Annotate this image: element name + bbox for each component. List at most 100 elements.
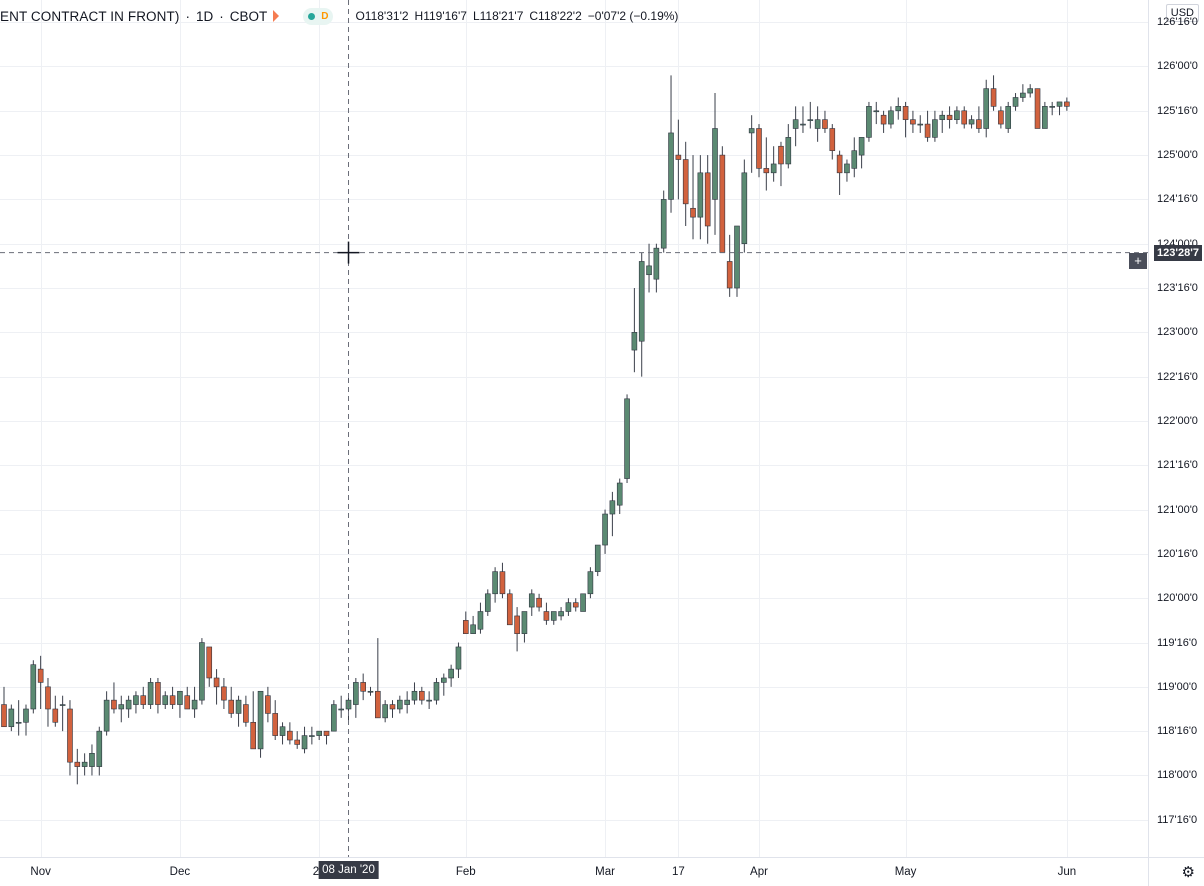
candle-body bbox=[338, 708, 344, 711]
candle-body bbox=[734, 225, 740, 289]
candle-body bbox=[177, 690, 183, 705]
candle-body bbox=[594, 544, 601, 572]
price-tick-label: 123'00'0 bbox=[1157, 326, 1198, 339]
currency-badge[interactable]: USD bbox=[1165, 4, 1199, 22]
candle-body bbox=[976, 119, 982, 129]
price-tick-label: 119'16'0 bbox=[1157, 636, 1198, 649]
candle-body bbox=[565, 602, 572, 612]
candle-body bbox=[990, 88, 997, 107]
candle-body bbox=[550, 611, 557, 621]
price-tick-label: 123'16'0 bbox=[1157, 282, 1198, 295]
low-value: L118'21'7 bbox=[472, 9, 524, 23]
symbol-name[interactable]: ENT CONTRACT IN FRONT) bbox=[0, 8, 180, 24]
candle-body bbox=[1020, 92, 1026, 98]
price-tick-label: 117'16'0 bbox=[1157, 813, 1198, 826]
candle-body bbox=[426, 699, 432, 702]
price-tick-label: 119'00'0 bbox=[1157, 680, 1198, 693]
candle-body bbox=[316, 730, 322, 736]
candle-body bbox=[895, 106, 902, 112]
symbol-legend: ENT CONTRACT IN FRONT) · 1D · CBOT D O11… bbox=[0, 5, 678, 27]
candle-body bbox=[103, 699, 110, 732]
candle-body bbox=[822, 119, 828, 129]
candlestick-chart[interactable] bbox=[0, 0, 1148, 857]
price-tick-label: 122'00'0 bbox=[1157, 414, 1198, 427]
candle-body bbox=[1064, 101, 1070, 107]
candle-body bbox=[543, 611, 550, 621]
candle-body bbox=[492, 571, 498, 595]
candle-body bbox=[96, 730, 103, 767]
price-tick-label: 126'00'0 bbox=[1157, 60, 1198, 73]
price-tick-label: 121'16'0 bbox=[1157, 459, 1198, 472]
price-scale[interactable]: USD 126'16'0 126'00'0 125'16'0 125'00'0 124'… bbox=[1148, 0, 1204, 885]
candle-body bbox=[279, 726, 286, 736]
time-scale[interactable]: NovDec20FebMar17AprMayJun 08 Jan '20 bbox=[0, 857, 1148, 886]
candle-body bbox=[866, 106, 872, 138]
price-tick-label: 125'16'0 bbox=[1157, 104, 1198, 117]
candle-body bbox=[1012, 97, 1019, 107]
candle-body bbox=[118, 704, 125, 710]
candle-body bbox=[653, 247, 660, 280]
candle-body bbox=[147, 682, 154, 705]
price-tick-label: 121'00'0 bbox=[1157, 503, 1198, 516]
candle-body bbox=[477, 611, 484, 630]
candle-body bbox=[675, 154, 682, 160]
exchange-label: CBOT bbox=[229, 8, 268, 24]
candle-body bbox=[37, 668, 44, 683]
market-status-pill[interactable]: D bbox=[303, 7, 334, 25]
candle-body bbox=[1049, 106, 1055, 108]
candle-body bbox=[213, 677, 220, 688]
candle-body bbox=[521, 611, 528, 634]
time-tick-label: Dec bbox=[169, 866, 191, 878]
candle-body bbox=[954, 110, 960, 120]
change-value: −0'07'2 (−0.19%) bbox=[587, 9, 679, 23]
candle-body bbox=[814, 119, 821, 129]
candle-body bbox=[67, 708, 73, 763]
candle-body bbox=[184, 695, 191, 710]
candle-body bbox=[257, 690, 264, 750]
candle-body bbox=[462, 620, 469, 634]
flag-icon[interactable] bbox=[273, 10, 280, 22]
candle-body bbox=[448, 668, 454, 679]
candle-body bbox=[331, 704, 337, 732]
candle-body bbox=[470, 624, 476, 634]
candle-body bbox=[946, 114, 953, 120]
time-tick-label: Feb bbox=[455, 866, 476, 878]
candle-body bbox=[785, 137, 792, 165]
time-tick-label: Nov bbox=[30, 866, 51, 878]
candle-body bbox=[631, 332, 638, 351]
candle-body bbox=[528, 593, 535, 608]
plus-icon[interactable]: + bbox=[1129, 253, 1147, 269]
candle-body bbox=[763, 168, 770, 174]
candle-body bbox=[323, 730, 330, 736]
candle-body bbox=[287, 730, 293, 741]
candle-body bbox=[265, 695, 271, 714]
status-letter: D bbox=[321, 10, 329, 22]
candle-body bbox=[243, 704, 249, 723]
price-chart-area[interactable]: ENT CONTRACT IN FRONT) · 1D · CBOT D O11… bbox=[0, 0, 1148, 857]
interval-label[interactable]: 1D bbox=[195, 8, 214, 24]
candle-body bbox=[888, 110, 894, 125]
open-value: O118'31'2 bbox=[355, 9, 409, 23]
candle-body bbox=[397, 699, 403, 710]
price-tick-label: 120'16'0 bbox=[1157, 547, 1198, 560]
candle-body bbox=[807, 119, 814, 121]
time-tick-label: 17 bbox=[671, 866, 685, 878]
candle-body bbox=[111, 699, 117, 710]
candle-body bbox=[961, 110, 968, 125]
time-tick-label: Mar bbox=[595, 866, 615, 878]
gear-icon[interactable]: ⚙ bbox=[1181, 864, 1195, 881]
candle-body bbox=[902, 106, 909, 120]
candle-body bbox=[910, 119, 916, 125]
candle-body bbox=[624, 398, 630, 479]
candle-body bbox=[646, 265, 652, 276]
candle-body bbox=[309, 735, 315, 737]
candle-body bbox=[690, 207, 696, 218]
candle-body bbox=[191, 699, 198, 710]
candle-body bbox=[133, 695, 139, 705]
candle-body bbox=[1, 704, 7, 728]
candle-body bbox=[59, 704, 66, 706]
candle-body bbox=[917, 123, 924, 126]
candle-body bbox=[741, 172, 748, 245]
candle-body bbox=[1056, 101, 1063, 107]
high-value: H119'16'7 bbox=[414, 9, 467, 23]
